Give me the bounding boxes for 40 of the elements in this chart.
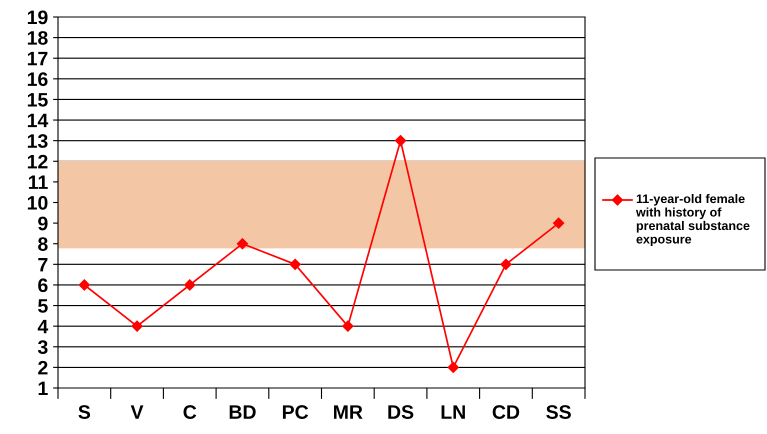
- point: [184, 279, 196, 291]
- y-tick-label: 8: [38, 237, 48, 251]
- y-tick-label: 3: [38, 340, 48, 354]
- point: [500, 258, 512, 270]
- x-tick-label: V: [130, 405, 144, 419]
- point: [553, 218, 564, 229]
- y-tick-label: 13: [28, 134, 48, 148]
- x-tick-label: CD: [492, 405, 520, 419]
- y-tick-label: 6: [38, 278, 48, 292]
- y-tick-label: 16: [28, 72, 48, 86]
- y-tick-label: 14: [28, 114, 48, 128]
- x-tick-label: DS: [388, 405, 414, 419]
- y-tick-label: 2: [38, 360, 48, 374]
- legend-label: 11-year-old female with history of prenatal substance exposure: [636, 194, 750, 246]
- point: [236, 238, 248, 250]
- x-tick-label: SS: [546, 405, 571, 419]
- point: [290, 258, 301, 270]
- x-tick-label: S: [78, 405, 90, 419]
- y-tick-label: 1: [38, 382, 48, 396]
- y-tick-label: 12: [28, 154, 48, 168]
- point: [131, 320, 143, 332]
- y-tick-label: 19: [28, 10, 48, 24]
- point: [78, 279, 90, 291]
- y-tick-label: 5: [38, 299, 48, 313]
- point: [342, 320, 354, 332]
- point: [394, 135, 406, 146]
- x-tick-label: BD: [230, 405, 256, 419]
- y-tick-label: 10: [28, 196, 48, 210]
- y-tick-label: 11: [28, 176, 48, 189]
- y-tick-label: 9: [38, 216, 48, 230]
- y-tick-label: 7: [38, 258, 48, 272]
- y-tick-label: 15: [28, 93, 48, 107]
- y-tick-label: 4: [38, 320, 48, 334]
- point: [448, 362, 459, 373]
- x-tick-label: MR: [334, 405, 363, 419]
- x-tick-label: C: [184, 405, 196, 419]
- x-tick-label: PC: [282, 405, 308, 419]
- x-tick-label: LN: [442, 405, 465, 419]
- y-tick-label: 18: [28, 31, 48, 45]
- y-tick-label: 17: [28, 52, 48, 66]
